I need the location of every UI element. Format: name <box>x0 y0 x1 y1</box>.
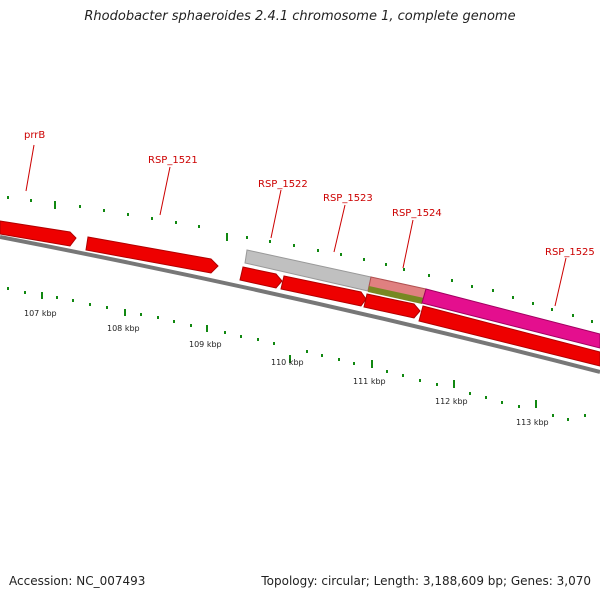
scale-labels: 107 kbp 108 kbp 109 kbp 110 kbp 111 kbp … <box>24 309 549 427</box>
scale-label: 108 kbp <box>107 324 140 333</box>
accession-text: Accession: NC_007493 <box>9 574 146 588</box>
gene-lower-2[interactable] <box>280 275 367 307</box>
scale-label: 113 kbp <box>516 418 549 427</box>
gene-lower-1[interactable] <box>239 266 283 289</box>
forward-strand-genes <box>0 220 219 274</box>
gene-prrB[interactable] <box>0 220 77 247</box>
gene-label-RSP_1523[interactable]: RSP_1523 <box>323 193 373 204</box>
gene-label-RSP_1524[interactable]: RSP_1524 <box>392 208 442 219</box>
gene-label-RSP_1522[interactable]: RSP_1522 <box>258 179 308 190</box>
gene-label-RSP_1521[interactable]: RSP_1521 <box>148 155 198 166</box>
map-title: Rhodobacter sphaeroides 2.4.1 chromosome… <box>84 9 516 24</box>
outer-tick-row <box>7 196 593 323</box>
gene-RSP_1525[interactable] <box>421 288 600 349</box>
genome-backbone <box>0 235 600 374</box>
scale-label: 112 kbp <box>435 397 468 406</box>
gene-RSP_1521[interactable] <box>85 236 219 274</box>
gene-label-RSP_1525[interactable]: RSP_1525 <box>545 247 595 258</box>
scale-label: 109 kbp <box>189 340 222 349</box>
reverse-strand-genes <box>244 249 600 349</box>
scale-ticks <box>7 287 586 421</box>
gene-label-prrB[interactable]: prrB <box>24 130 45 141</box>
gene-labels: prrB RSP_1521 RSP_1522 RSP_1523 RSP_1524… <box>24 130 595 258</box>
scale-label: 110 kbp <box>271 358 304 367</box>
gene-RSP_1523-region <box>368 286 424 304</box>
label-leaders <box>25 144 567 307</box>
scale-label: 111 kbp <box>353 377 386 386</box>
gene-lower-3[interactable] <box>363 293 421 319</box>
genome-summary-text: Topology: circular; Length: 3,188,609 bp… <box>261 574 591 588</box>
scale-label: 107 kbp <box>24 309 57 318</box>
lower-row-genes <box>239 266 600 367</box>
gene-lower-4[interactable] <box>418 305 600 367</box>
